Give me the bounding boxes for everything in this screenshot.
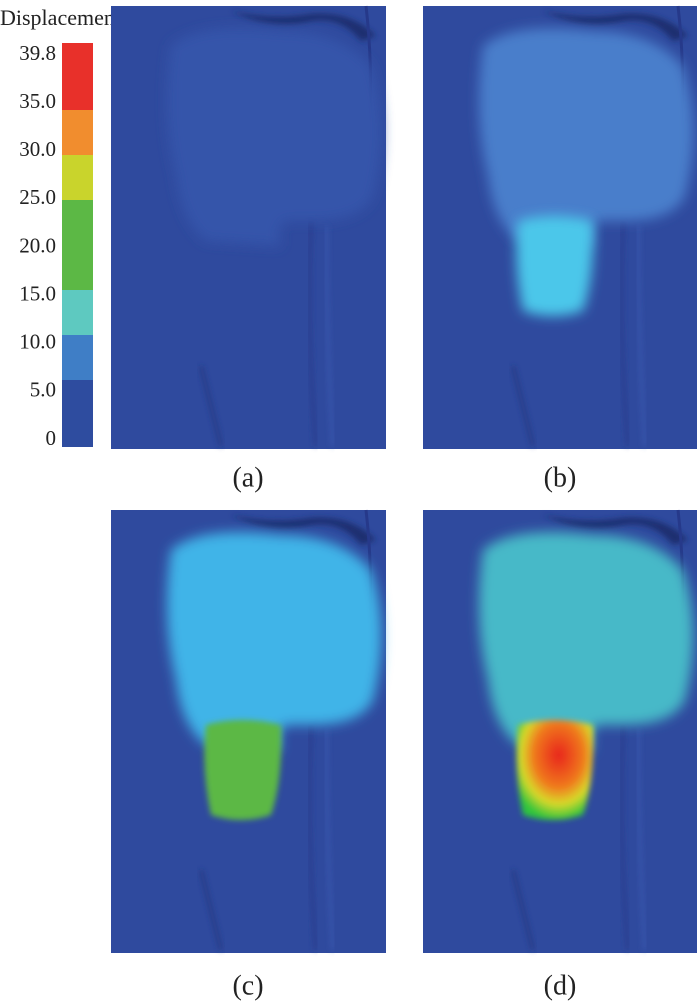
colorbar-title: Displacement (0, 5, 121, 30)
colorbar-label: 0 (46, 426, 57, 450)
colorbar-label: 39.8 (19, 41, 56, 65)
panel-label: (c) (232, 970, 263, 1001)
colorbar (62, 43, 93, 447)
colorbar-label: 25.0 (19, 185, 56, 209)
panel-d (423, 510, 697, 953)
colorbar-label: 30.0 (19, 137, 56, 161)
panel-label: (d) (544, 970, 577, 1001)
panel-b (423, 6, 697, 449)
figure: Displacement 39.8 35.0 30.0 25.0 20.0 15.0 10.… (0, 0, 697, 1008)
colorbar-label: 15.0 (19, 281, 56, 305)
panel-a (111, 6, 386, 449)
colorbar-label: 5.0 (30, 378, 56, 402)
panel-label: (b) (544, 462, 577, 493)
panel-label: (a) (232, 462, 263, 493)
colorbar-label: 20.0 (19, 233, 56, 257)
colorbar-label: 10.0 (19, 330, 56, 354)
colorbar-label: 35.0 (19, 89, 56, 113)
panel-c (111, 510, 386, 953)
